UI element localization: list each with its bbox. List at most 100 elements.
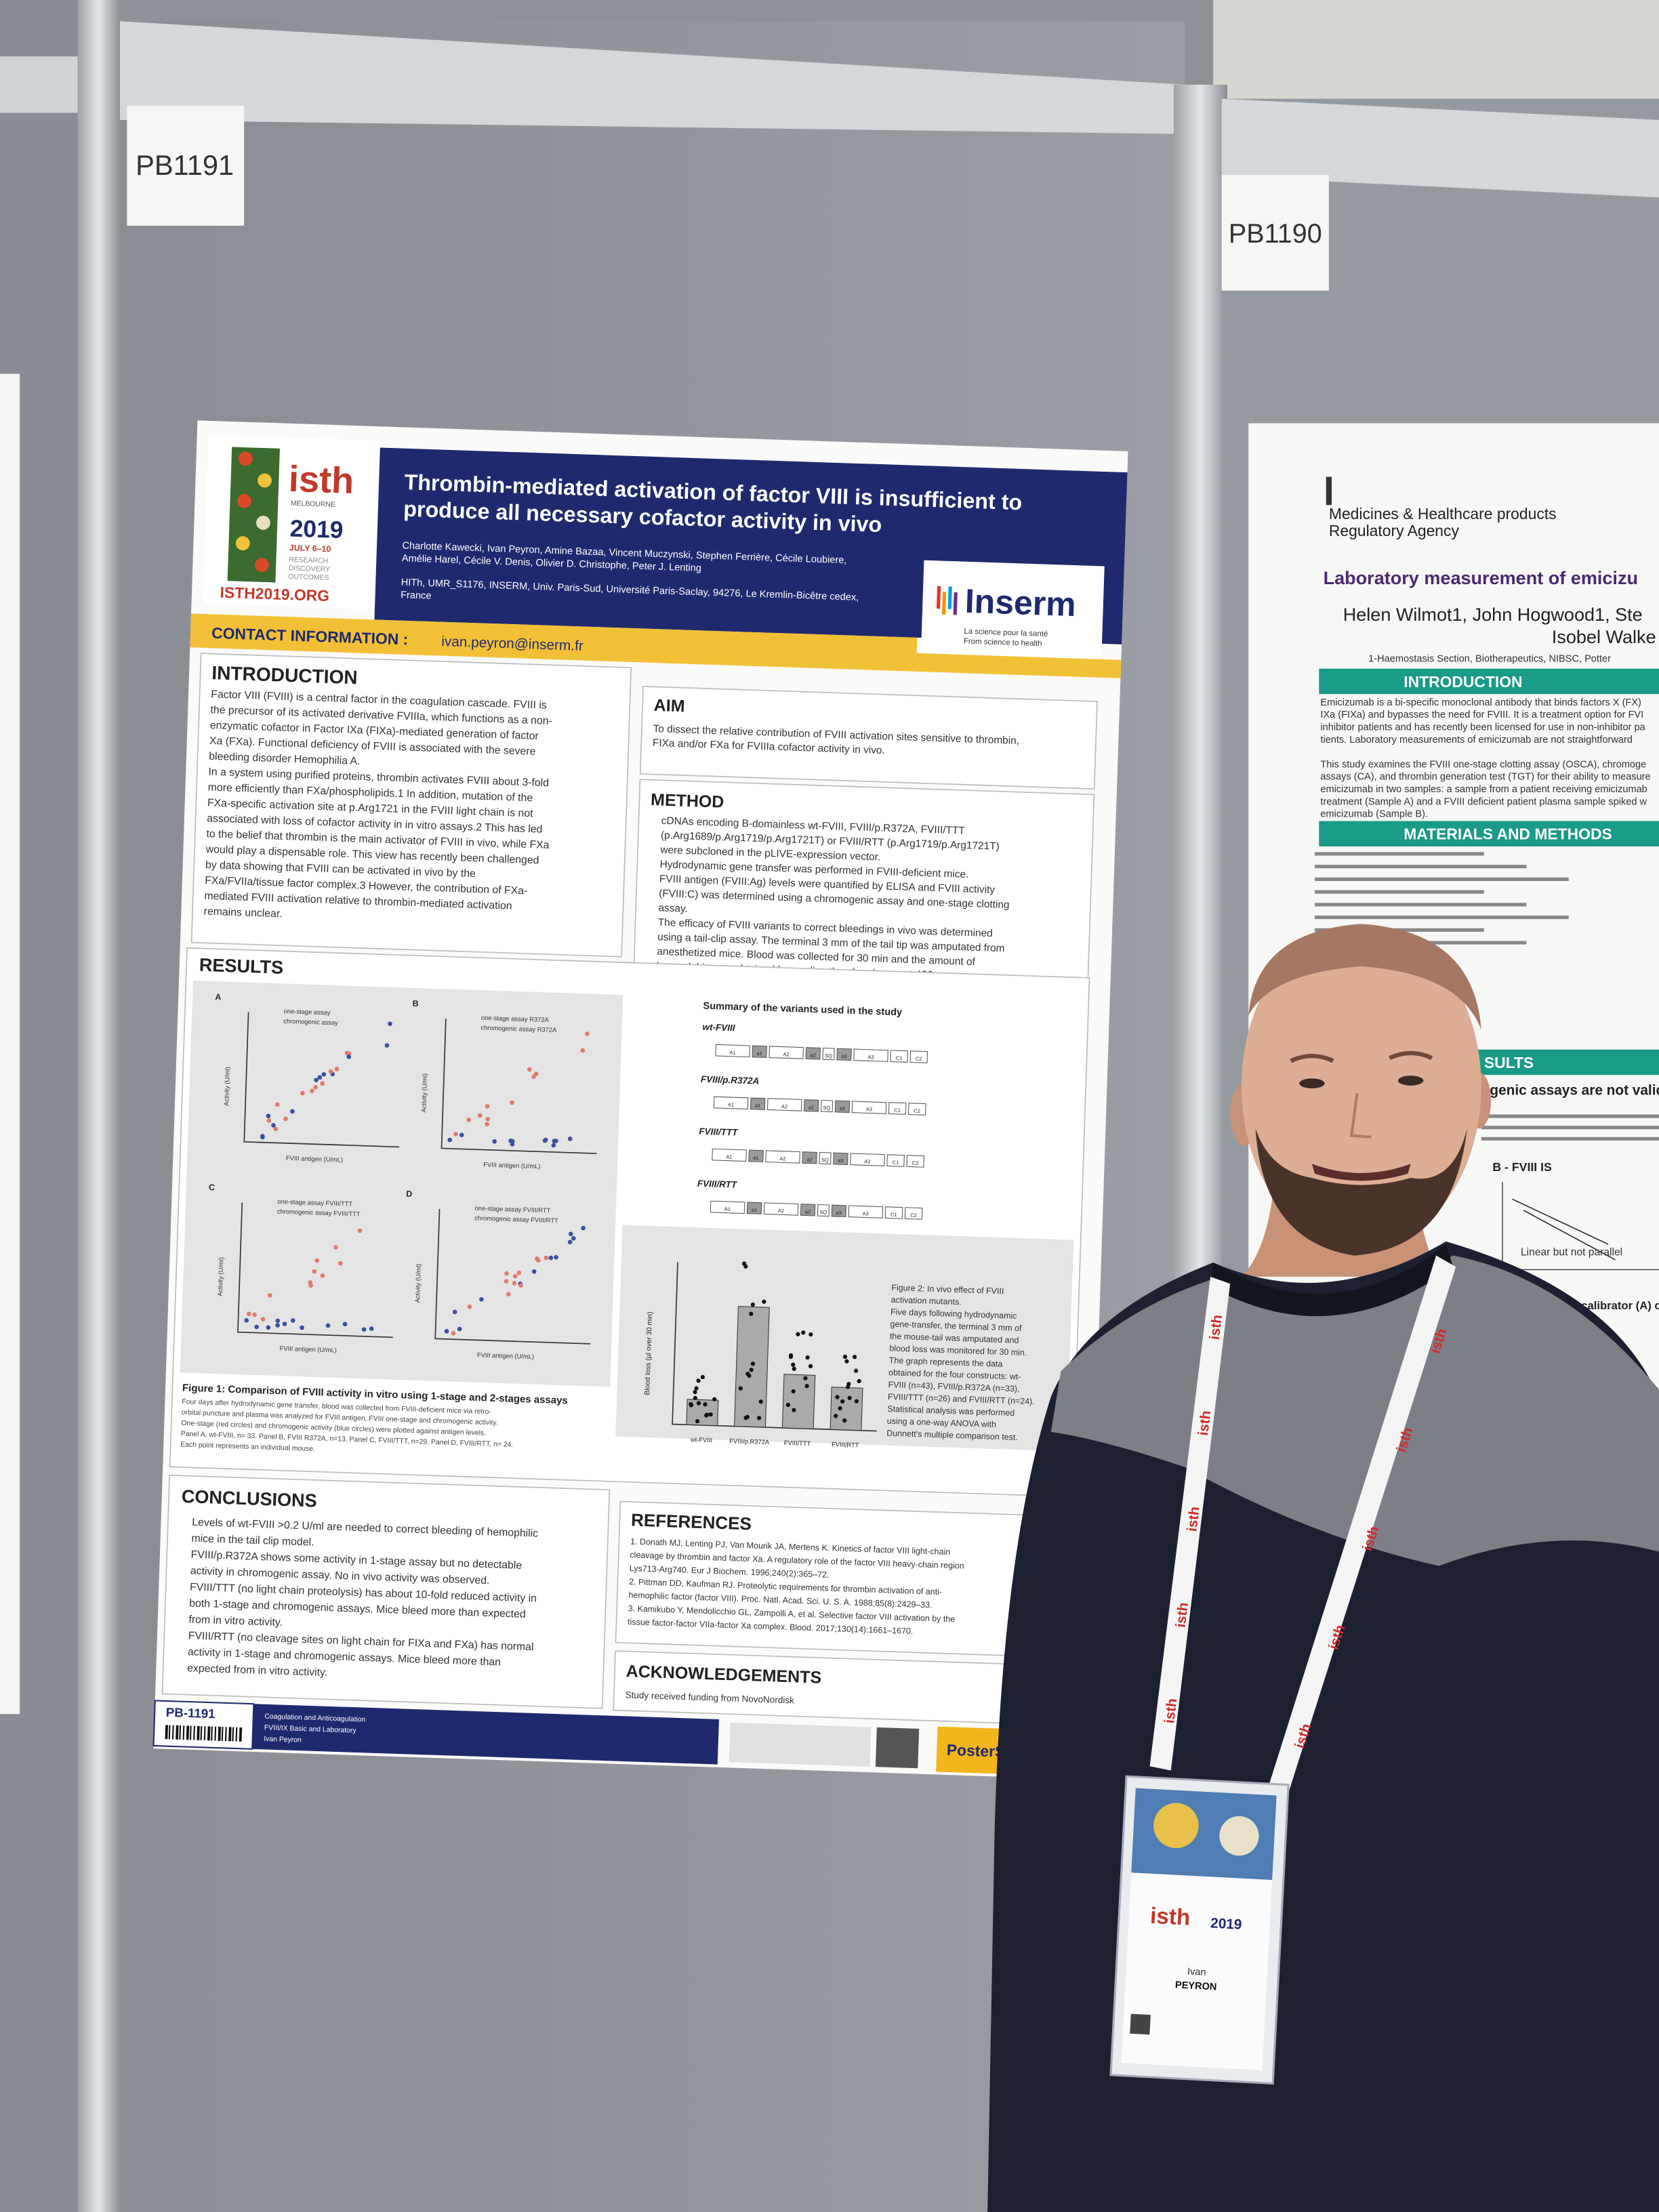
domain-box [750,1097,766,1110]
inserm-tagline: La science pour la santé [964,628,1048,638]
fig2-caption: Dunnett's multiple comparison test. [886,1429,1018,1442]
scatter-dot [567,1240,573,1245]
lanyard-text: isth [1184,1506,1202,1533]
bar [734,1306,770,1428]
logo-tagline: DISCOVERY [289,565,330,573]
bar-dot [796,1332,800,1336]
bar-dot [857,1378,861,1384]
scatter-dot [320,1273,325,1278]
domain-box [906,1155,925,1168]
panel-x-axis: FVIII antigen (U/mL) [477,1351,535,1360]
bar-dot [694,1386,699,1391]
fig2-x-label: FVIII/TTT [784,1439,811,1447]
scatter-dot [535,1256,539,1261]
affiliation: France [401,590,432,601]
badge-art [1153,1803,1199,1849]
section-box [639,686,1098,790]
section-heading: RESULTS [199,955,283,978]
section-heading: METHOD [651,790,724,812]
bar-dot [792,1408,796,1412]
intro-line: remains unclear. [203,906,283,920]
logo-dot [239,451,253,466]
panel-letter: A [215,992,221,1002]
panel-axes [243,1012,400,1148]
domain-box [805,1047,821,1060]
domain-label: A2 [779,1155,785,1162]
panel-x-axis: FVIII antigen (U/mL) [286,1155,344,1164]
scatter-dot [531,1074,536,1080]
domain-label: a2 [805,1208,811,1214]
fig2-x-label: FVIII/p.R372A [729,1437,770,1446]
bar-dot [693,1395,697,1400]
right-chart-note: Linear but not parallel [1521,1247,1622,1258]
panel-y-axis: Activity (U/ml) [420,1073,428,1113]
hair [1248,924,1481,1030]
footer-code: PB-1191 [166,1705,216,1721]
footer-line: FVIII/IX Basic and Laboratory [264,1724,357,1735]
bar-dot [693,1389,697,1395]
scatter-dot [581,1225,586,1231]
bar-dot [847,1395,852,1400]
bar-dot [695,1418,700,1424]
right-authors: Isobel Walke [1552,627,1656,647]
sweater-band [1050,1255,1659,1566]
bar-dot [808,1364,813,1369]
bar-dot [749,1368,754,1372]
domain-box [713,1096,749,1110]
footer-band [153,1700,719,1765]
barcode-bar [214,1726,217,1741]
scatter-dot [459,1132,464,1138]
scatter-dot [478,1113,483,1118]
scatter-dot [527,1067,532,1072]
logo-year: 2019 [289,515,344,544]
barcode-bar [235,1727,238,1742]
domain-label: C2 [916,1056,922,1062]
domain-box [802,1151,817,1164]
barcode-bar [189,1725,192,1740]
bar-dot [844,1359,849,1364]
barcode-bar [200,1726,203,1740]
panel-legend: one-stage assay R372A [481,1015,550,1023]
right-authors: Helen Wilmot1, John Hogwood1, Ste [1343,605,1643,625]
text-line [1481,1126,1659,1130]
scatter-dot [479,1296,484,1302]
barcode-bar [228,1727,232,1742]
panel-x-axis: FVIII antigen (U/mL) [279,1345,337,1354]
section-box [190,653,632,958]
domain-box [765,1150,800,1164]
left-poster-edge [0,373,20,1715]
text-line [1315,903,1527,907]
inserm-box [920,560,1105,659]
logo-name: isth [288,459,354,501]
domain-box [884,1206,903,1219]
board-label-card [127,106,245,226]
right-chart-title: B - FVIII IS [1492,1160,1552,1174]
scatter-dot [252,1312,257,1317]
domain-label: SQ [825,1052,832,1059]
conclusion-line: expected from in vitro activity. [187,1662,328,1679]
scatter-dot [466,1118,471,1122]
scatter-dot [492,1139,497,1144]
logo-city: MELBOURNE [291,500,335,509]
barcode-bar [239,1727,243,1742]
domain-box [831,1204,847,1218]
scatter-dot [342,1322,348,1327]
panel-legend: one-stage assay [284,1008,331,1016]
bar-dot [696,1401,701,1406]
left-rail [0,56,85,113]
scatter-dot [283,1116,288,1122]
scatter-dot [266,1325,271,1330]
nose [1349,1092,1372,1139]
barcode-bar [224,1727,227,1742]
panel-legend: chromogenic assay FVIII/TTT [277,1208,361,1218]
scatter-dot [267,1293,272,1298]
barcode-bar [168,1725,171,1740]
domain-box [907,1103,926,1115]
text-line [1481,1114,1659,1118]
panel-axes [237,1202,393,1338]
eye [1299,1078,1325,1088]
inserm-mark [947,586,952,609]
domain-label: A3 [867,1054,874,1060]
fig2-caption: using a one-way ANOVA with [887,1416,997,1429]
